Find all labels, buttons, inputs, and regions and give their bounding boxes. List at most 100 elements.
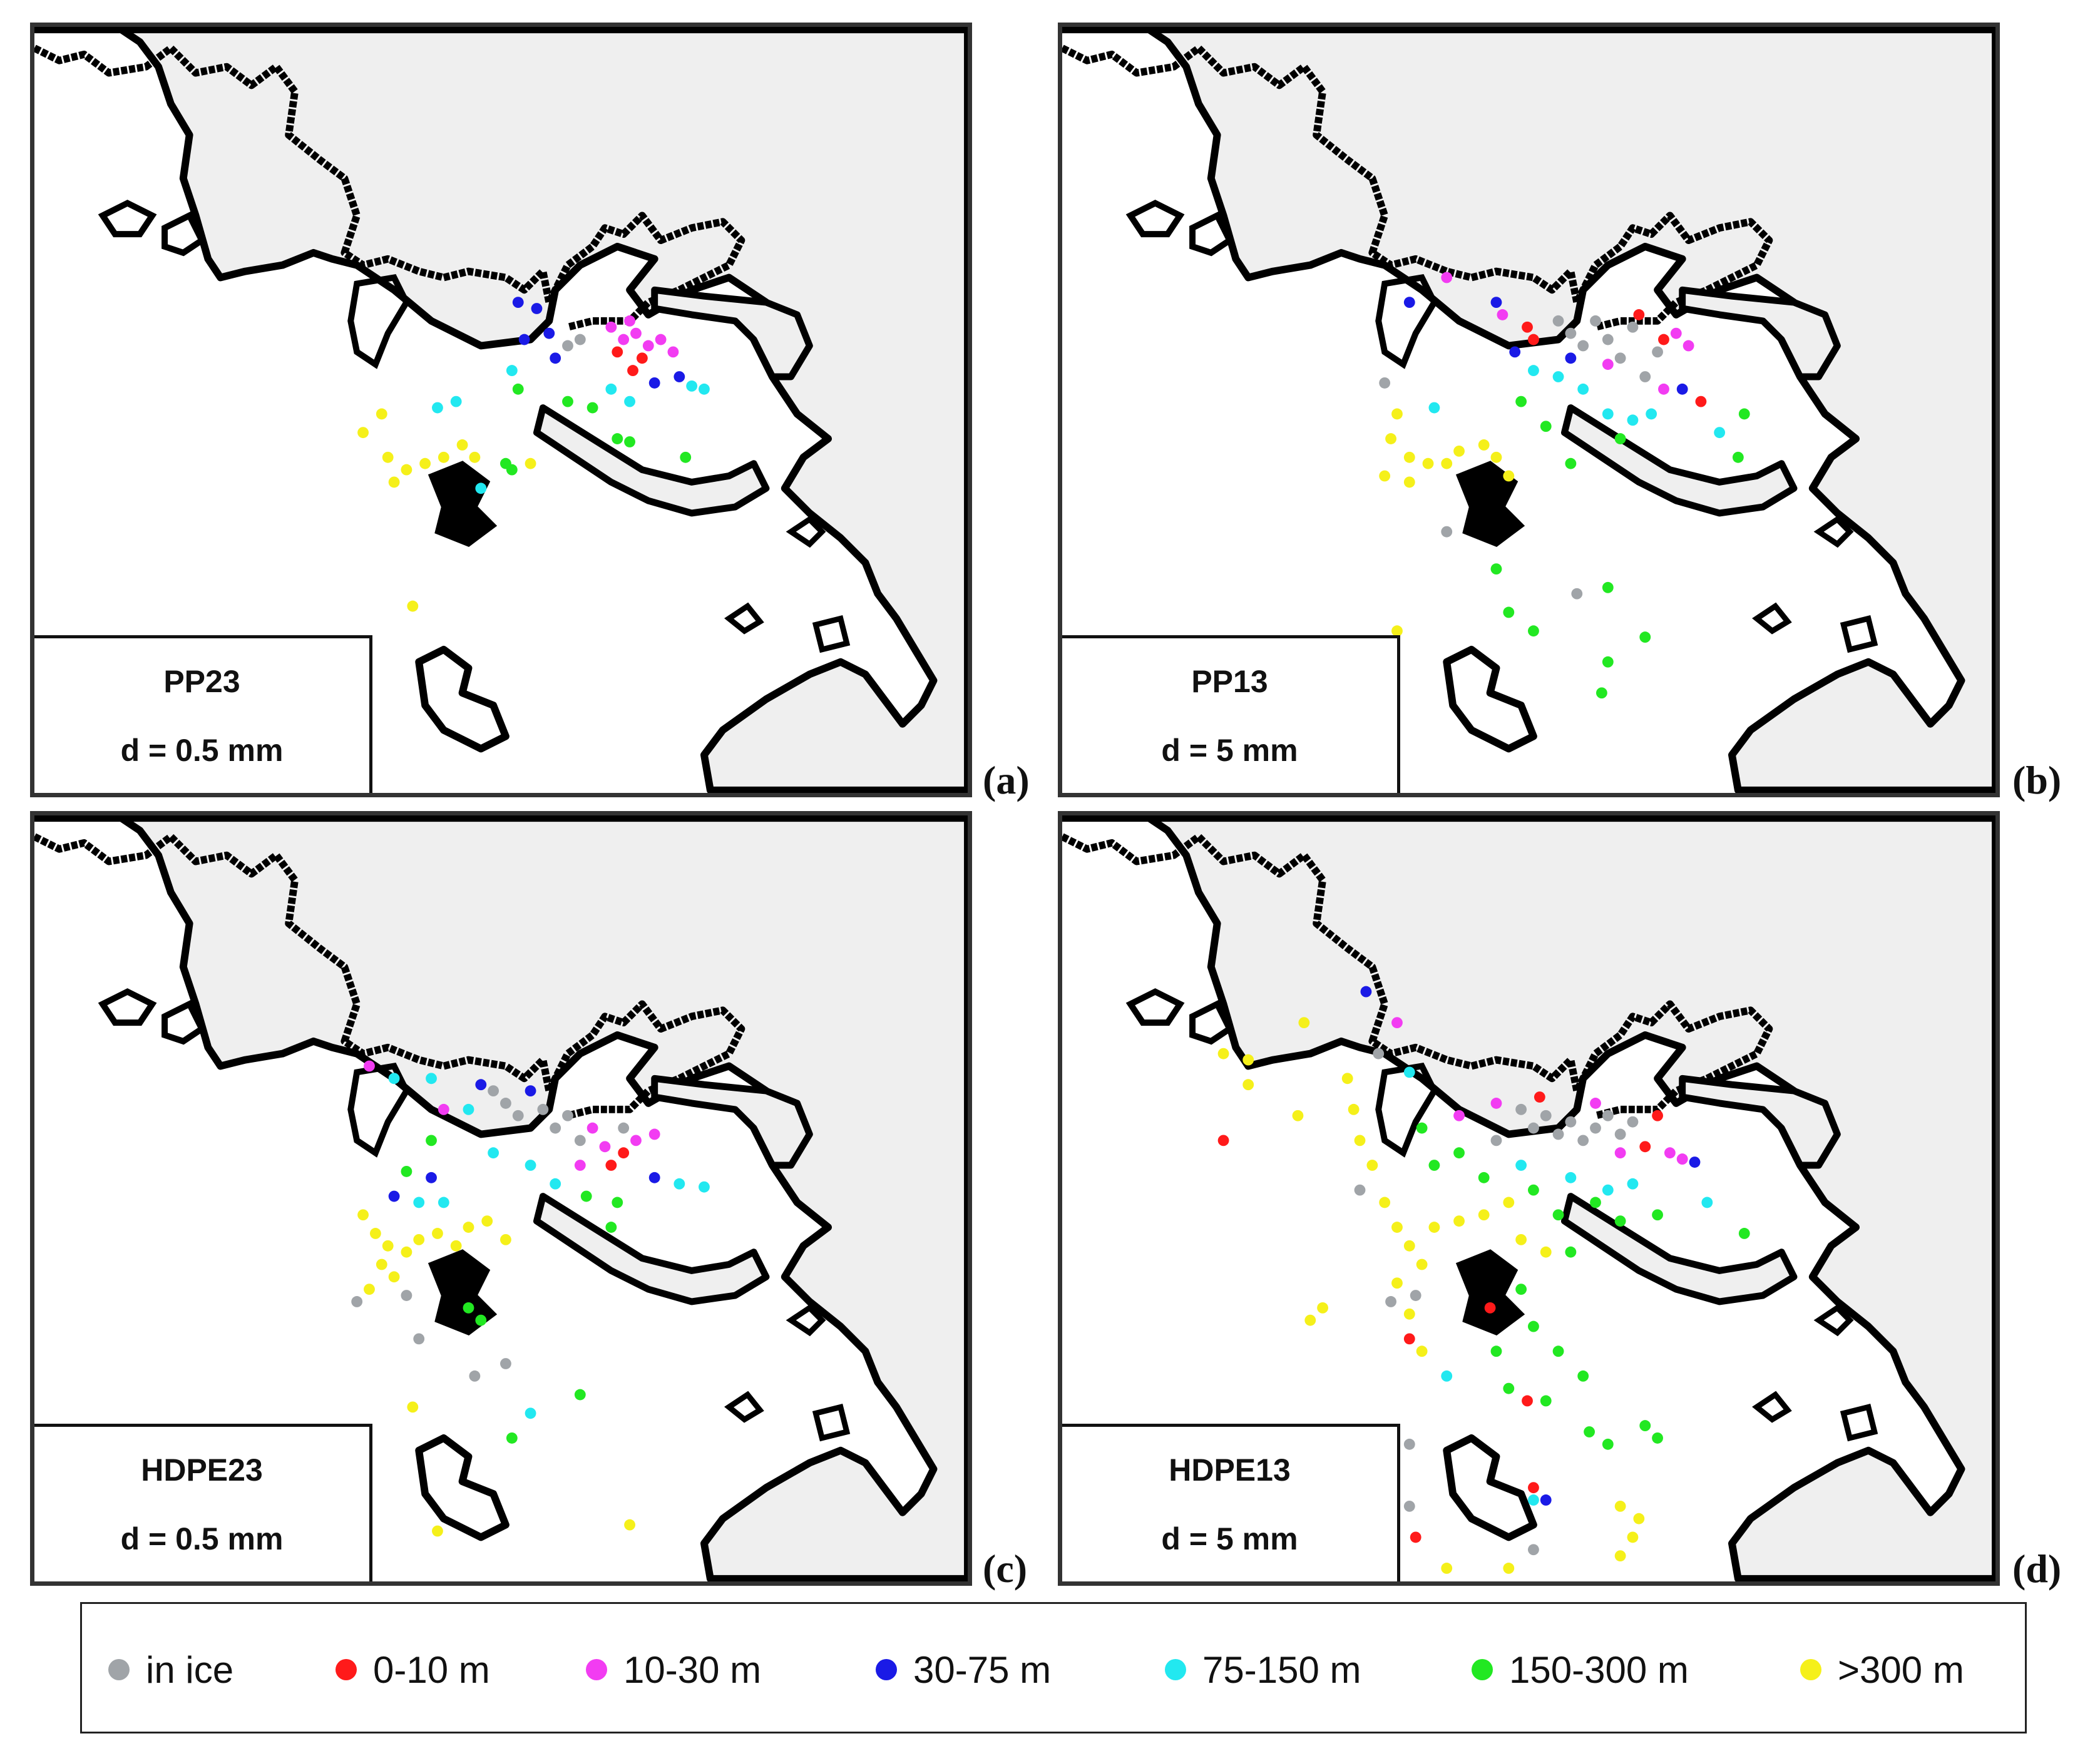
particle — [1528, 365, 1539, 377]
particle — [1484, 1302, 1496, 1314]
map-panel-d: HDPE13 d = 5 mm — [1058, 811, 2000, 1586]
particle — [1298, 1017, 1310, 1029]
particle — [1360, 986, 1372, 998]
particle — [1416, 1259, 1428, 1270]
particle — [1515, 396, 1527, 407]
particle — [562, 396, 573, 407]
particle — [599, 1141, 611, 1153]
particle — [1391, 408, 1403, 420]
particle — [438, 451, 449, 463]
particle — [1602, 1184, 1614, 1196]
legend-swatch — [1165, 1659, 1186, 1680]
legend-label: 30-75 m — [913, 1648, 1052, 1691]
particle — [1534, 1091, 1545, 1103]
particle — [1652, 1110, 1663, 1121]
map-a-svg — [34, 27, 968, 793]
info-box-d: HDPE13 d = 5 mm — [1062, 1424, 1400, 1581]
particle — [636, 352, 648, 364]
particle — [605, 321, 617, 333]
particle — [475, 482, 487, 494]
particle — [1552, 1209, 1564, 1221]
particle — [1379, 1197, 1391, 1208]
legend-item-75-150: 75-150 m — [1165, 1648, 1361, 1692]
particle — [401, 1165, 412, 1177]
particle — [525, 1407, 536, 1419]
map-c-svg — [34, 815, 968, 1581]
particle — [574, 1135, 586, 1146]
particle — [382, 1240, 394, 1252]
particle — [500, 1233, 511, 1245]
particle — [1590, 1197, 1601, 1208]
particles-a — [357, 297, 710, 612]
particle — [1428, 402, 1440, 414]
particle — [1695, 396, 1707, 407]
particle — [1540, 1110, 1552, 1121]
particle — [1602, 1438, 1614, 1450]
particle — [1410, 1290, 1421, 1301]
particle — [1391, 625, 1403, 637]
particle — [388, 1190, 400, 1202]
particle — [1602, 581, 1614, 593]
particle — [562, 340, 573, 352]
particle — [1652, 1209, 1663, 1221]
particle — [1528, 334, 1539, 345]
particle — [401, 464, 412, 476]
particle — [413, 1233, 425, 1245]
particle — [1528, 625, 1539, 637]
particle — [1602, 408, 1614, 420]
particle — [674, 371, 685, 382]
particle — [1633, 1513, 1645, 1524]
legend-item-30-75: 30-75 m — [876, 1648, 1051, 1692]
particle — [612, 1197, 623, 1208]
particle — [1614, 1128, 1626, 1140]
legend-label: 0-10 m — [373, 1648, 490, 1691]
particle — [456, 439, 468, 451]
particle — [1528, 1494, 1539, 1506]
particle — [1416, 1122, 1428, 1134]
particle — [407, 1401, 419, 1413]
panel-label-d: (d) — [2012, 1546, 2062, 1591]
particle — [1385, 1296, 1396, 1307]
panel-label-a: (a) — [983, 758, 1030, 802]
particle — [1428, 1222, 1440, 1233]
particle — [1428, 1160, 1440, 1171]
particle — [1540, 1494, 1552, 1506]
particle — [463, 1302, 474, 1314]
particle — [364, 1060, 375, 1072]
particle — [1565, 1116, 1577, 1128]
particle — [1490, 1135, 1502, 1146]
particle — [550, 1122, 561, 1134]
particle — [630, 1135, 642, 1146]
particle — [475, 1314, 487, 1326]
particle — [1652, 346, 1663, 358]
particle — [1676, 1153, 1688, 1165]
particle — [1403, 451, 1415, 463]
particle — [1590, 315, 1601, 327]
particle — [1478, 1209, 1490, 1221]
particle — [1552, 1128, 1564, 1140]
particle — [1391, 1017, 1403, 1029]
legend-swatch — [1472, 1659, 1493, 1680]
particle — [1633, 309, 1645, 320]
particle — [1217, 1048, 1229, 1059]
particle — [605, 1222, 617, 1233]
particle — [1242, 1079, 1254, 1091]
particle — [1379, 470, 1391, 482]
particles-d — [1217, 986, 1750, 1574]
particle — [388, 1073, 400, 1085]
particle — [525, 1085, 536, 1097]
model-name: HDPE13 — [1169, 1453, 1291, 1488]
particle — [1602, 334, 1614, 345]
legend-label: 75-150 m — [1202, 1648, 1361, 1691]
particle — [438, 1197, 449, 1208]
particle — [1422, 457, 1434, 469]
particle — [1348, 1103, 1360, 1115]
particle — [1670, 327, 1682, 339]
particle — [419, 457, 431, 469]
particle — [648, 377, 660, 389]
particle — [1385, 433, 1396, 444]
particle — [618, 1147, 630, 1159]
particle — [648, 1128, 660, 1140]
model-name: HDPE23 — [141, 1453, 263, 1488]
particle — [642, 340, 654, 352]
